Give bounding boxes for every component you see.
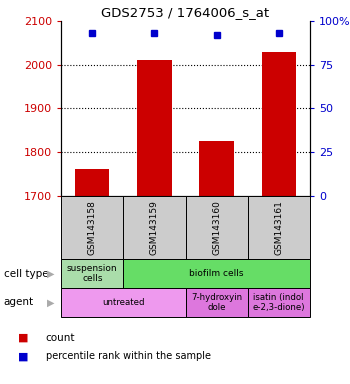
Text: ■: ■ [18,333,28,343]
Text: percentile rank within the sample: percentile rank within the sample [46,351,210,361]
Text: isatin (indol
e-2,3-dione): isatin (indol e-2,3-dione) [252,293,305,312]
Text: count: count [46,333,75,343]
Text: ■: ■ [18,351,28,361]
Text: agent: agent [4,297,34,308]
Bar [199,141,234,196]
Bar [261,52,296,196]
Title: GDS2753 / 1764006_s_at: GDS2753 / 1764006_s_at [102,5,270,18]
Text: cell type: cell type [4,268,48,279]
Text: GSM143159: GSM143159 [150,200,159,255]
Text: GSM143161: GSM143161 [274,200,283,255]
Text: untreated: untreated [102,298,145,307]
Text: ▶: ▶ [47,297,55,308]
Text: 7-hydroxyin
dole: 7-hydroxyin dole [191,293,242,312]
Text: ▶: ▶ [47,268,55,279]
Text: suspension
cells: suspension cells [67,264,118,283]
Bar [75,169,110,196]
Text: GSM143158: GSM143158 [88,200,97,255]
Bar [137,60,172,196]
Text: biofilm cells: biofilm cells [189,269,244,278]
Text: GSM143160: GSM143160 [212,200,221,255]
